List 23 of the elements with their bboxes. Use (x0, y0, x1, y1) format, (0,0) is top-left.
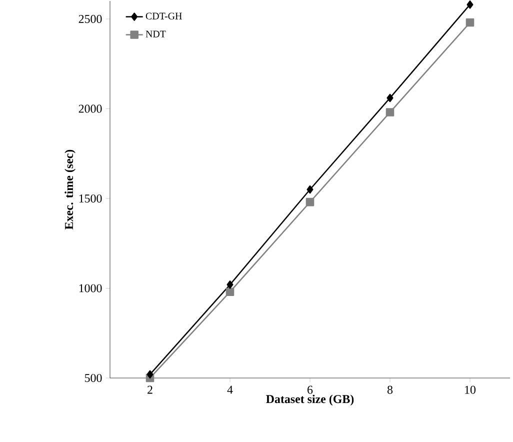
legend-label: NDT (146, 30, 166, 38)
x-tick-label: 6 (308, 386, 313, 394)
y-tick-label: 1500 (79, 194, 102, 202)
point (386, 108, 394, 116)
point (226, 280, 234, 289)
point (306, 185, 314, 194)
point (146, 370, 154, 379)
point (226, 288, 234, 296)
y-tick-label: 2000 (78, 104, 102, 113)
y-tick-label: 2500 (78, 14, 102, 23)
legend-label: CDT-GH (146, 12, 182, 20)
y-tick-label: 1000 (79, 284, 102, 292)
x-tick-label: 8 (387, 386, 393, 394)
point (386, 94, 394, 102)
point (466, 0, 474, 9)
x-axis-title: Dataset size (GB) (266, 394, 354, 406)
x-tick-label: 4 (227, 386, 233, 394)
y-axis-title: Exec. time (sec) (64, 150, 76, 230)
point (306, 198, 314, 206)
x-tick-label: 10 (465, 386, 476, 394)
y-tick-label: 500 (84, 374, 102, 382)
x-tick-label: 2 (148, 386, 152, 394)
point (466, 18, 474, 27)
